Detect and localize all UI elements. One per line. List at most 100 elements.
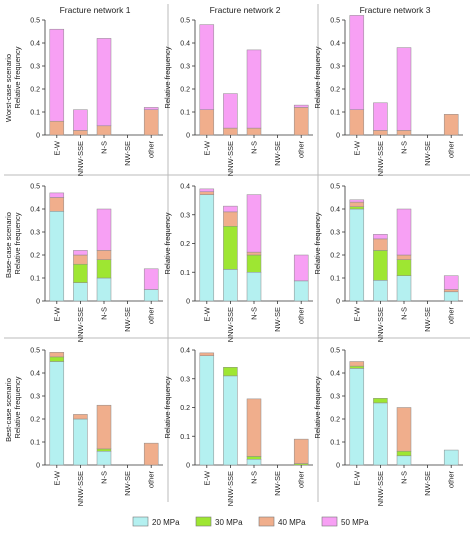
- x-tick-label: E-W: [52, 306, 61, 322]
- bar-nnw-sse-20mpa: [373, 280, 388, 302]
- x-tick-label: NW-SE: [273, 307, 282, 332]
- legend-swatch-30mpa: [195, 516, 212, 527]
- bar-other-40mpa: [293, 107, 309, 136]
- x-tick-label: other: [147, 307, 156, 325]
- y-axis-label: Relative frequency: [13, 376, 22, 438]
- bar-nnw-sse-30mpa: [373, 398, 388, 404]
- y-tick-label: 0.4: [180, 184, 190, 191]
- bar-other-50mpa: [443, 275, 459, 290]
- bar-n-s-40mpa: [96, 125, 112, 136]
- legend-label-40mpa: 40 MPa: [278, 518, 306, 527]
- y-tick-label: 0: [336, 299, 340, 306]
- y-axis-label: Relative frequency: [163, 46, 172, 108]
- legend: 20 MPa 30 MPa 40 MPa 50 MPa: [132, 516, 369, 527]
- y-tick-label: 0: [186, 133, 190, 140]
- bar-other-40mpa: [143, 109, 159, 136]
- y-tick-label: 0.4: [330, 371, 340, 378]
- y-tick-label: 0.2: [30, 417, 40, 424]
- y-tick-label: 0.1: [180, 110, 190, 117]
- y-axis-label: Relative frequency: [13, 212, 22, 274]
- y-tick-label: 0.5: [180, 18, 190, 25]
- x-tick-label: E-W: [202, 470, 211, 486]
- bar-other-50mpa: [293, 104, 309, 108]
- x-tick-label: N-S: [100, 307, 109, 320]
- bar-nnw-sse-20mpa: [223, 375, 238, 466]
- y-axis-label: Relative frequency: [163, 212, 172, 274]
- x-tick-label: other: [447, 471, 456, 489]
- y-tick-label: 0.5: [30, 18, 40, 25]
- y-tick-label: 0.1: [180, 434, 190, 441]
- x-tick-label: NNW-SSE: [76, 307, 85, 342]
- y-tick-label: 0.4: [180, 348, 190, 355]
- y-tick-label: 0.4: [180, 41, 190, 48]
- bar-e-w-40mpa: [49, 352, 65, 358]
- bar-nnw-sse-50mpa: [373, 234, 388, 240]
- bar-other-50mpa: [293, 254, 309, 282]
- row-title-3: Best-case scenario: [4, 378, 13, 442]
- x-tick-label: E-W: [202, 140, 211, 156]
- x-tick-label: N-S: [400, 307, 409, 320]
- bar-nnw-sse-50mpa: [73, 109, 88, 131]
- legend-label-50mpa: 50 MPa: [341, 518, 369, 527]
- column-title-2: Fracture network 2: [210, 5, 281, 15]
- x-tick-label: NW-SE: [273, 471, 282, 496]
- y-tick-label: 0.4: [30, 207, 40, 214]
- legend-swatch-20mpa: [132, 516, 149, 527]
- bar-nnw-sse-20mpa: [223, 269, 238, 302]
- panel-3-1: 0 0.1 0.2 0.3 0.4 0.5 Relative frequency E-W NNW…: [13, 348, 163, 506]
- bar-other-20mpa: [443, 449, 459, 466]
- bar-nnw-sse-50mpa: [73, 250, 88, 256]
- bar-other-40mpa: [443, 114, 459, 136]
- x-tick-label: NW-SE: [423, 471, 432, 496]
- y-tick-label: 0: [36, 299, 40, 306]
- y-tick-label: 0.1: [30, 110, 40, 117]
- bar-other-20mpa: [293, 280, 309, 302]
- bar-e-w-20mpa: [49, 361, 65, 466]
- bar-n-s-30mpa: [246, 254, 262, 273]
- x-tick-label: N-S: [400, 141, 409, 154]
- bar-e-w-20mpa: [349, 208, 365, 302]
- x-tick-label: NW-SE: [123, 471, 132, 496]
- x-tick-label: N-S: [100, 141, 109, 154]
- bar-nnw-sse-20mpa: [373, 402, 388, 466]
- y-tick-label: 0: [186, 299, 190, 306]
- x-tick-label: other: [297, 141, 306, 159]
- y-axis-label: Relative frequency: [313, 46, 322, 108]
- bar-n-s-40mpa: [96, 250, 112, 260]
- bar-n-s-40mpa: [246, 127, 262, 136]
- y-tick-label: 0.2: [180, 87, 190, 94]
- y-tick-label: 0.1: [30, 440, 40, 447]
- bar-e-w-20mpa: [199, 355, 215, 466]
- bar-e-w-40mpa: [199, 191, 215, 195]
- panel-dividers: [4, 4, 470, 502]
- bar-n-s-30mpa: [396, 259, 412, 276]
- x-tick-label: NW-SE: [423, 307, 432, 332]
- x-tick-label: NNW-SSE: [76, 141, 85, 176]
- bar-n-s-30mpa: [246, 456, 262, 460]
- panel-2-3: 0 0.1 0.2 0.3 0.4 0.5 Relative frequency E-W NNW…: [313, 184, 463, 342]
- legend-label-30mpa: 30 MPa: [215, 518, 243, 527]
- y-tick-label: 0.2: [180, 405, 190, 412]
- bar-e-w-20mpa: [349, 368, 365, 466]
- y-tick-label: 0.3: [180, 64, 190, 71]
- y-tick-label: 0.3: [180, 376, 190, 383]
- bar-n-s-40mpa: [96, 404, 112, 450]
- x-tick-label: other: [147, 471, 156, 489]
- bar-n-s-40mpa: [396, 130, 412, 136]
- bar-n-s-50mpa: [396, 208, 412, 256]
- panel-3-3: 0 0.1 0.2 0.3 0.4 0.5 Relative frequency E-W NNW…: [313, 348, 463, 506]
- panel-1-2: 0 0.1 0.2 0.3 0.4 0.5 Relative frequency E-W NNW…: [163, 18, 313, 176]
- bar-e-w-30mpa: [349, 206, 365, 210]
- y-tick-label: 0.3: [30, 394, 40, 401]
- bar-e-w-40mpa: [199, 352, 215, 356]
- bar-e-w-40mpa: [349, 361, 365, 367]
- y-tick-label: 0.1: [180, 270, 190, 277]
- y-tick-label: 0: [36, 133, 40, 140]
- x-tick-label: NNW-SSE: [76, 471, 85, 506]
- y-tick-label: 0: [336, 133, 340, 140]
- bar-n-s-50mpa: [246, 194, 262, 253]
- x-tick-label: NNW-SSE: [376, 471, 385, 506]
- x-tick-label: N-S: [250, 141, 259, 154]
- bar-n-s-30mpa: [396, 450, 412, 457]
- y-tick-label: 0: [336, 463, 340, 470]
